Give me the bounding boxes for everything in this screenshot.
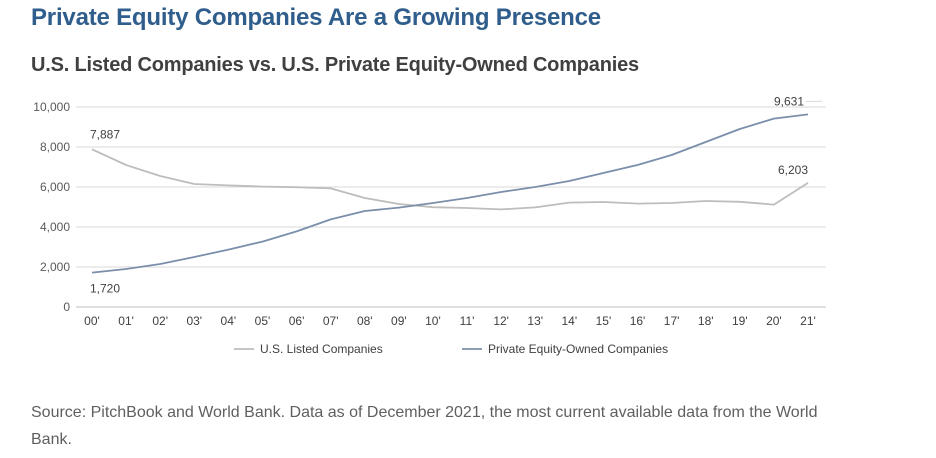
x-tick-label: 11' — [460, 314, 475, 328]
series-line-1 — [91, 113, 809, 274]
x-tick-label: 15' — [596, 314, 612, 328]
x-tick-label: 05' — [255, 314, 271, 328]
y-tick-label: 10,000 — [33, 100, 70, 114]
data-label: 6,203 — [778, 163, 808, 177]
x-tick-label: 08' — [357, 314, 373, 328]
x-tick-label: 03' — [186, 314, 202, 328]
x-tick-label: 21' — [800, 314, 816, 328]
x-tick-label: 16' — [630, 314, 646, 328]
x-tick-label: 04' — [221, 314, 237, 328]
series-line-0 — [91, 148, 809, 211]
data-label: 9,631 — [774, 94, 804, 108]
x-tick-label: 12' — [493, 314, 509, 328]
chart-title: Private Equity Companies Are a Growing P… — [31, 4, 601, 31]
source-note: Source: PitchBook and World Bank. Data a… — [31, 404, 818, 448]
x-tick-label: 09' — [391, 314, 407, 328]
x-tick-label: 18' — [698, 314, 714, 328]
legend-label: U.S. Listed Companies — [260, 342, 383, 356]
x-tick-label: 19' — [732, 314, 748, 328]
data-label: 1,720 — [90, 282, 120, 296]
x-tick-label: 17' — [664, 314, 680, 328]
x-tick-label: 13' — [527, 314, 543, 328]
x-tick-label: 06' — [289, 314, 305, 328]
x-tick-label: 00' — [84, 314, 100, 328]
x-tick-label: 14' — [562, 314, 578, 328]
y-tick-label: 4,000 — [40, 220, 70, 234]
x-tick-label: 10' — [425, 314, 441, 328]
x-tick-label: 02' — [152, 314, 168, 328]
x-axis-ticks: 00' 01' 02' 03' 04' 05' 06' 07' 08' 09' 10' 11' 12' 1… — [84, 314, 816, 328]
series-lines — [91, 113, 809, 274]
y-tick-label: 2,000 — [40, 260, 70, 274]
x-tick-label: 20' — [766, 314, 782, 328]
chart-grid — [76, 106, 826, 308]
x-tick-label: 01' — [118, 314, 134, 328]
data-label: 7,887 — [90, 127, 120, 141]
y-tick-label: 8,000 — [40, 140, 70, 154]
legend: U.S. Listed Companies Private Equity-Owne… — [234, 342, 668, 356]
legend-label: Private Equity-Owned Companies — [488, 342, 668, 356]
x-tick-label: 07' — [323, 314, 339, 328]
y-axis-ticks: 0 2,000 4,000 6,000 8,000 10,000 — [33, 100, 70, 314]
chart-subtitle: U.S. Listed Companies vs. U.S. Private E… — [31, 54, 639, 76]
y-tick-label: 0 — [63, 300, 70, 314]
data-labels: 7,887 6,203 1,720 9,631 — [90, 94, 822, 296]
y-tick-label: 6,000 — [40, 180, 70, 194]
